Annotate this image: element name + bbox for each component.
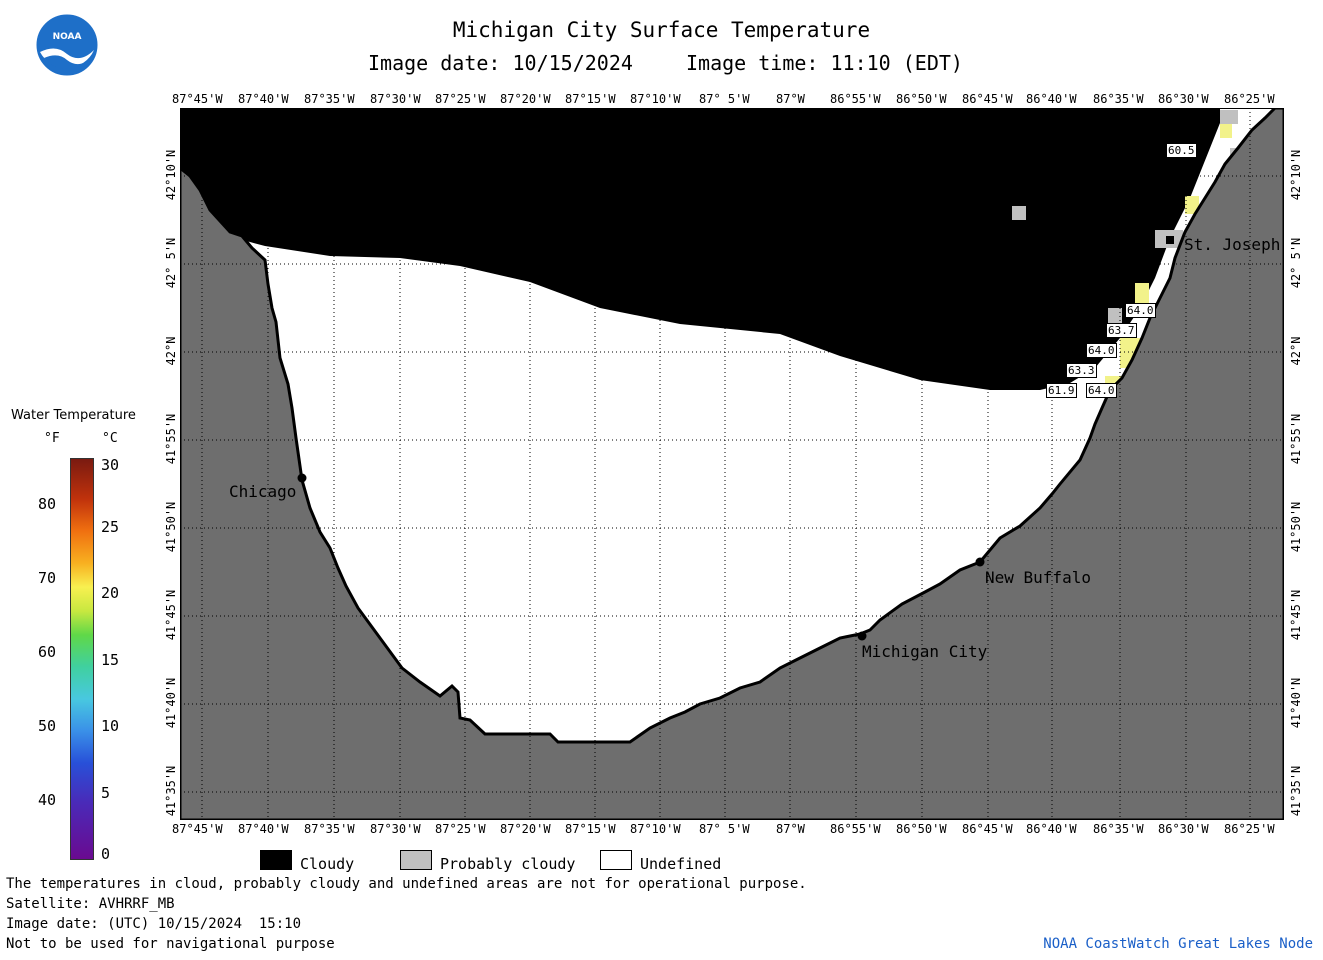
lat-tick-right: 41°55'N — [1289, 413, 1303, 465]
lat-tick-right: 42° 5'N — [1289, 237, 1303, 289]
footer-disclaimer: The temperatures in cloud, probably clou… — [6, 876, 807, 892]
lat-tick-right: 41°45'N — [1289, 589, 1303, 641]
lon-tick-top: 86°30'W — [1158, 92, 1209, 106]
colorbar-title: Water Temperature — [11, 408, 136, 423]
graticule — [180, 108, 1284, 820]
lon-tick-top: 86°55'W — [830, 92, 881, 106]
lat-tick-left: 42°N — [164, 336, 178, 366]
lon-tick-bottom: 87°10'W — [630, 822, 681, 836]
lat-tick-right: 42°N — [1289, 336, 1303, 366]
colorbar-f-tick: 60 — [38, 643, 57, 661]
lon-tick-bottom: 86°25'W — [1224, 822, 1275, 836]
noaa-logo: NOAA — [36, 14, 98, 76]
lon-tick-top: 87°45'W — [172, 92, 223, 106]
lon-tick-top: 86°45'W — [962, 92, 1013, 106]
noaa-logo-text: NOAA — [52, 32, 82, 42]
lon-tick-bottom: 86°35'W — [1093, 822, 1144, 836]
footer-utc-date: Image date: (UTC) 10/15/2024 15:10 — [6, 916, 302, 932]
lon-tick-top: 87°35'W — [304, 92, 355, 106]
lon-tick-bottom: 86°40'W — [1026, 822, 1077, 836]
lon-tick-bottom: 87°45'W — [172, 822, 223, 836]
new-buffalo-marker — [975, 557, 985, 567]
lat-tick-left: 42°10'N — [164, 149, 178, 201]
lon-tick-bottom: 87°40'W — [238, 822, 289, 836]
lon-tick-bottom: 87° 5'W — [699, 822, 750, 836]
colorbar-c-tick: 30 — [101, 456, 120, 474]
colorbar-c-tick: 20 — [101, 584, 120, 602]
legend-label-probably-cloudy: Probably cloudy — [440, 855, 576, 873]
lat-tick-left: 41°40'N — [164, 677, 178, 729]
colorbar-c-tick: 5 — [101, 784, 111, 802]
colorbar-c-tick: 0 — [101, 845, 111, 863]
colorbar-f-tick: 80 — [38, 495, 57, 513]
lon-tick-bottom: 86°55'W — [830, 822, 881, 836]
city-label-michigan-city: Michigan City — [862, 642, 988, 661]
colorbar-f-tick: 70 — [38, 569, 57, 587]
lon-tick-top: 87°30'W — [370, 92, 421, 106]
lat-tick-left: 41°55'N — [164, 413, 178, 465]
lon-tick-top: 87°15'W — [565, 92, 616, 106]
cloud-region — [180, 108, 1220, 390]
lat-tick-right: 42°10'N — [1289, 149, 1303, 201]
legend-label-undefined: Undefined — [640, 855, 722, 873]
lat-tick-right: 41°40'N — [1289, 677, 1303, 729]
footer-credit: NOAA CoastWatch Great Lakes Node — [1043, 936, 1313, 952]
lon-tick-top: 86°25'W — [1224, 92, 1275, 106]
lat-tick-left: 41°35'N — [164, 765, 178, 817]
lon-tick-bottom: 86°50'W — [896, 822, 947, 836]
land-area — [180, 108, 1284, 820]
colorbar-c-tick: 10 — [101, 717, 120, 735]
footer-navigation-warning: Not to be used for navigational purpose — [6, 936, 335, 952]
lon-tick-top: 87°W — [776, 92, 805, 106]
colorbar-c-tick: 25 — [101, 518, 120, 536]
city-label-new-buffalo: New Buffalo — [985, 568, 1091, 587]
lon-tick-top: 87° 5'W — [699, 92, 750, 106]
lon-tick-top: 86°40'W — [1026, 92, 1077, 106]
colorbar — [70, 458, 94, 860]
map-panel — [180, 108, 1284, 820]
image-time: Image time: 11:10 (EDT) — [686, 51, 963, 75]
colorbar-unit-f: °F — [44, 431, 60, 446]
map-border — [180, 108, 1284, 820]
lat-tick-left: 41°45'N — [164, 589, 178, 641]
colorbar-c-tick: 15 — [101, 651, 120, 669]
lon-tick-bottom: 87°W — [776, 822, 805, 836]
lat-tick-right: 41°35'N — [1289, 765, 1303, 817]
colorbar-f-tick: 50 — [38, 717, 57, 735]
legend-swatch-probably-cloudy — [400, 850, 432, 870]
lat-tick-left: 42° 5'N — [164, 237, 178, 289]
lon-tick-top: 86°50'W — [896, 92, 947, 106]
lon-tick-bottom: 87°30'W — [370, 822, 421, 836]
map-title: Michigan City Surface Temperature — [452, 18, 871, 42]
lon-tick-top: 86°35'W — [1093, 92, 1144, 106]
colorbar-unit-c: °C — [102, 431, 118, 446]
legend-swatch-undefined — [600, 850, 632, 870]
colorbar-f-tick: 40 — [38, 791, 57, 809]
legend-swatch-cloudy — [260, 850, 292, 870]
lon-tick-bottom: 87°25'W — [435, 822, 486, 836]
lon-tick-bottom: 87°35'W — [304, 822, 355, 836]
lat-tick-left: 41°50'N — [164, 501, 178, 553]
lon-tick-bottom: 86°30'W — [1158, 822, 1209, 836]
city-label-chicago: Chicago — [229, 482, 297, 501]
lat-tick-right: 41°50'N — [1289, 501, 1303, 553]
legend-label-cloudy: Cloudy — [300, 855, 355, 873]
city-label-st-joseph: St. Joseph — [1184, 235, 1281, 254]
lon-tick-top: 87°40'W — [238, 92, 289, 106]
image-date: Image date: 10/15/2024 — [368, 51, 633, 75]
chicago-marker — [297, 473, 307, 483]
lon-tick-top: 87°20'W — [500, 92, 551, 106]
lon-tick-bottom: 86°45'W — [962, 822, 1013, 836]
lon-tick-top: 87°25'W — [435, 92, 486, 106]
lon-tick-bottom: 87°15'W — [565, 822, 616, 836]
michigan-city-marker — [857, 631, 867, 641]
footer-satellite: Satellite: AVHRRF_MB — [6, 896, 175, 912]
lon-tick-top: 87°10'W — [630, 92, 681, 106]
st-joseph-marker — [1166, 236, 1174, 244]
lon-tick-bottom: 87°20'W — [500, 822, 551, 836]
